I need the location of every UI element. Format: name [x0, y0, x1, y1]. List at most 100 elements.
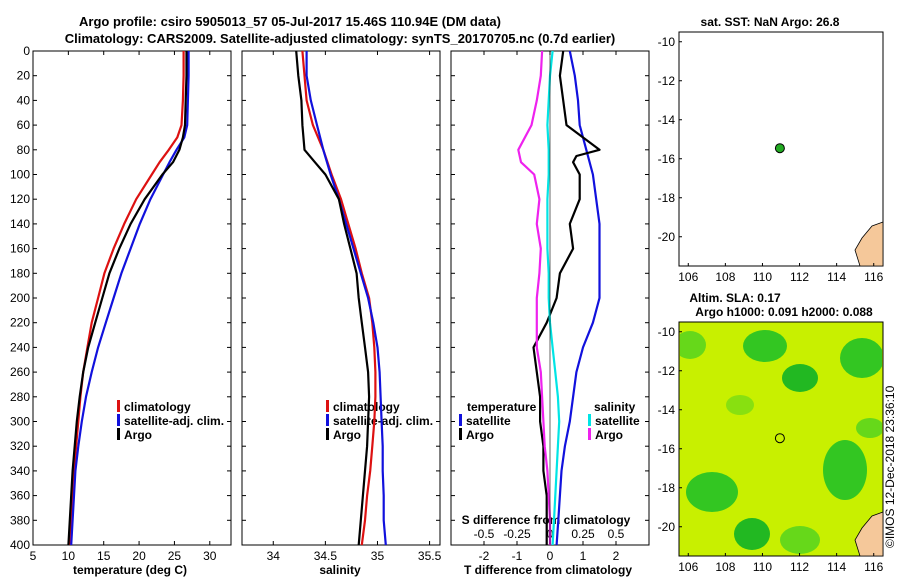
difference-legend: temperature satellite Argo salinity sate…	[459, 400, 640, 442]
temperature-ytick-label: 340	[10, 464, 30, 478]
difference-xtick-label: 2	[613, 549, 620, 563]
temperature-ytick-label: 220	[10, 316, 30, 330]
sst_map-xtick-label: 114	[827, 270, 846, 284]
legend-swatch-argo	[326, 428, 329, 440]
legend-label-t-satellite: satellite	[466, 414, 511, 428]
salinity-xtick-label: 34.5	[314, 549, 338, 563]
sst_map-ytick-label: -18	[658, 191, 676, 205]
sla_map-xtick-label: 114	[827, 560, 846, 574]
temperature-ytick-label: 400	[10, 538, 30, 552]
legend-title-temperature: temperature	[467, 400, 537, 414]
legend-label-t-argo: Argo	[466, 428, 494, 442]
legend-swatch-climatology	[326, 400, 329, 412]
temperature-ytick-label: 260	[10, 365, 30, 379]
legend-swatch-s-argo	[588, 428, 591, 440]
legend-title-salinity: salinity	[594, 400, 636, 414]
temperature-ytick-label: 300	[10, 415, 30, 429]
legend-label-satellite: satellite-adj. clim.	[124, 414, 224, 428]
difference-xlabel: T difference from climatology	[464, 563, 632, 577]
temperature-ytick-label: 80	[17, 143, 31, 157]
sla_map-xtick-label: 110	[753, 560, 772, 574]
sla_map-ytick-label: -16	[658, 442, 676, 456]
temperature-series-argo	[67, 51, 188, 546]
temperature-series-climatology	[68, 51, 185, 546]
difference-series-t-satellite	[555, 50, 601, 546]
sst_map-xtick-label: 112	[790, 270, 809, 284]
temperature-xtick-label: 10	[62, 549, 76, 563]
temperature-ytick-label: 280	[10, 390, 30, 404]
temperature-legend: climatology satellite-adj. clim. Argo	[117, 400, 224, 442]
sst_map-xtick-label: 108	[715, 270, 735, 284]
temperature-ytick-label: 120	[10, 192, 30, 206]
sst_map-xtick-label: 110	[753, 270, 772, 284]
temperature-ytick-label: 40	[17, 93, 31, 107]
sst_map-ytick-label: -12	[658, 74, 676, 88]
temperature-ytick-label: 160	[10, 242, 30, 256]
sla_map-ytick-label: -10	[658, 325, 676, 339]
legend-swatch-t-satellite	[459, 414, 462, 426]
difference-series-s-satellite	[546, 50, 561, 546]
difference-xtick-label: 0	[547, 549, 554, 563]
temperature-ytick-label: 20	[17, 69, 31, 83]
sla_map-xtick-label: 112	[790, 560, 809, 574]
sst_map-ytick-label: -14	[658, 113, 676, 127]
difference-x2tick-label: 0.25	[571, 527, 595, 541]
imos-credit: ©IMOS 12-Dec-2018 23:36:10	[883, 385, 897, 548]
legend-label-argo: Argo	[124, 428, 152, 442]
salinity-xtick-label: 35.5	[418, 549, 442, 563]
temperature-ytick-label: 0	[23, 44, 30, 58]
difference-x2tick-label: 0.5	[608, 527, 625, 541]
sla_map-xtick-label: 108	[715, 560, 735, 574]
legend-label-climatology: climatology	[333, 400, 400, 414]
temperature-ytick-label: 360	[10, 489, 30, 503]
sla-heatmap-field	[680, 330, 882, 554]
temperature-ytick-label: 60	[17, 118, 31, 132]
legend-swatch-satellite	[326, 414, 329, 426]
difference-series-s-argo	[517, 50, 552, 545]
sla_map-ytick-label: -20	[658, 520, 676, 534]
salinity-panel-frame	[241, 50, 441, 546]
temperature-xtick-label: 30	[203, 549, 217, 563]
chart-marks: 0204060801001201401601802002202402602803…	[10, 35, 884, 574]
temperature-ytick-label: 100	[10, 168, 30, 182]
sst_map-ytick-label: -10	[658, 35, 676, 49]
salinity-xlabel: salinity	[319, 563, 361, 577]
sla_map-xtick-label: 116	[864, 560, 883, 574]
sla-map-title-1: Altim. SLA: 0.17	[689, 291, 781, 305]
temperature-ytick-label: 140	[10, 217, 30, 231]
sla-map-title-2: Argo h1000: 0.091 h2000: 0.088	[695, 305, 873, 319]
difference-series-t-argo	[532, 50, 601, 545]
legend-label-argo: Argo	[333, 428, 361, 442]
salinity-series-argo	[295, 50, 371, 546]
legend-label-satellite: satellite-adj. clim.	[333, 414, 433, 428]
temperature-ytick-label: 320	[10, 439, 30, 453]
difference-x2tick-label: -0.25	[503, 527, 531, 541]
temperature-ytick-label: 180	[10, 266, 30, 280]
difference-xtick-label: -1	[512, 549, 523, 563]
difference-x2tick-label: -0.5	[474, 527, 495, 541]
temperature-xtick-label: 25	[168, 549, 182, 563]
legend-label-climatology: climatology	[124, 400, 191, 414]
temperature-panel-frame	[32, 50, 232, 546]
temperature-series-satellite-adj-clim-	[70, 51, 190, 546]
legend-label-s-satellite: satellite	[595, 414, 640, 428]
sst_map-xtick-label: 106	[678, 270, 698, 284]
sst_map-xtick-label: 116	[864, 270, 883, 284]
temperature-ytick-label: 240	[10, 340, 30, 354]
sst_map-ytick-label: -16	[658, 152, 676, 166]
sst-map-coastline	[854, 221, 884, 267]
legend-swatch-argo	[117, 428, 120, 440]
legend-swatch-satellite	[117, 414, 120, 426]
salinity-legend: climatology satellite-adj. clim. Argo	[326, 400, 433, 442]
sst-map-frame	[678, 31, 884, 267]
title-line-1: Argo profile: csiro 5905013_57 05-Jul-20…	[79, 14, 501, 29]
sst-map-title: sat. SST: NaN Argo: 26.8	[701, 15, 840, 29]
sla_map-ytick-label: -12	[658, 364, 676, 378]
sla_map-ytick-label: -18	[658, 481, 676, 495]
salinity-xtick-label: 35	[371, 549, 385, 563]
difference-xtick-label: 1	[580, 549, 587, 563]
sla_map-argo-location-point	[774, 433, 785, 444]
temperature-xtick-label: 15	[97, 549, 111, 563]
legend-swatch-s-satellite	[588, 414, 591, 426]
